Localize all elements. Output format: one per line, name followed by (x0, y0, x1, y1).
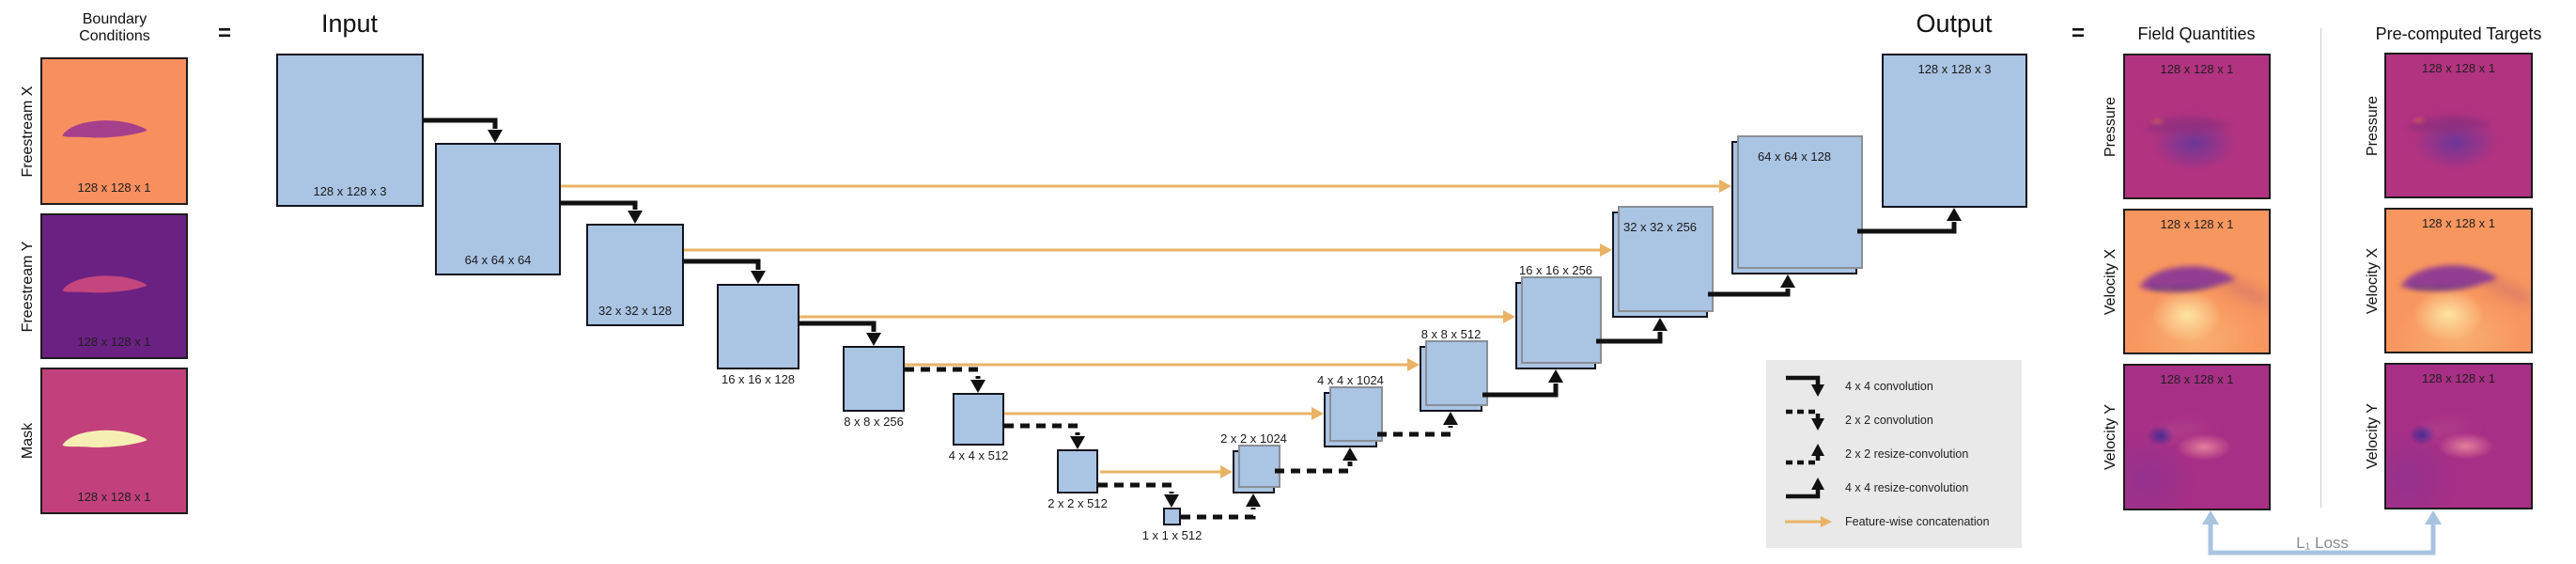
block-size-label: 32 x 32 x 256 (1622, 220, 1698, 234)
solid-down-arrow-icon (1786, 375, 1824, 397)
legend-label: 2 x 2 resize-convolution (1845, 447, 1969, 461)
output-title: Output (1916, 9, 1993, 38)
equals-sign-right: = (2071, 21, 2086, 46)
column-divider (2320, 28, 2321, 508)
unet-block-dec-8: 8 x 8 x 512 (1420, 327, 1482, 412)
legend-item: 2 x 2 resize-convolution (1783, 441, 2022, 467)
unet-block-enc-8: 8 x 8 x 256 (843, 346, 905, 429)
airfoil-shape (62, 275, 147, 293)
freestream-y-label: Freestream Y (20, 241, 36, 333)
block-size-label: 2 x 2 x 1024 (1220, 431, 1287, 446)
conv-2x2-arrows (905, 367, 1174, 494)
boundary-image-mask: 128 x 128 x 1 (40, 368, 188, 514)
velocity-y-label-field: Velocity Y (2103, 404, 2118, 470)
velocity-x-label-target: Velocity X (2365, 247, 2381, 315)
boundary-conditions-title: Boundary Conditions (79, 11, 150, 45)
velocity-y-label-target: Velocity Y (2365, 403, 2381, 469)
block-size-label: 2 x 2 x 512 (1047, 496, 1108, 510)
pressure-label-target: Pressure (2365, 95, 2381, 157)
block-size-label: 128 x 128 x 3 (1917, 62, 1992, 76)
block-size-label: 16 x 16 x 128 (721, 372, 796, 386)
unet-block-dec-64: 64 x 64 x 128 (1731, 141, 1857, 274)
legend-item: 2 x 2 convolution (1783, 407, 2022, 433)
mask-label: Mask (20, 422, 36, 460)
dashed-up-arrow-icon (1786, 444, 1824, 465)
block-size-label: 32 x 32 x 128 (597, 304, 673, 318)
legend-item: 4 x 4 convolution (1783, 373, 2022, 400)
block-size-label: 8 x 8 x 512 (1420, 327, 1482, 341)
boundary-image-freestream-y: 128 x 128 x 1 (40, 213, 188, 359)
field-image-velocity-x: 128 x 128 x 1 (2123, 209, 2271, 354)
unet-block-dec-2: 2 x 2 x 1024 (1220, 431, 1287, 494)
input-title: Input (320, 9, 379, 38)
boundary-title-line1: Boundary (82, 11, 147, 27)
image-size-label: 128 x 128 x 1 (77, 180, 151, 195)
block-size-label: 64 x 64 x 128 (1757, 149, 1832, 164)
dashed-down-arrow-icon (1786, 409, 1824, 431)
image-size-label: 128 x 128 x 1 (2160, 217, 2234, 231)
target-image-pressure: 128 x 128 x 1 (2384, 53, 2533, 198)
unet-block-enc-4: 4 x 4 x 512 (949, 393, 1008, 462)
airfoil-shape (2400, 265, 2531, 306)
unet-block-output: 128 x 128 x 3 (1882, 54, 2027, 208)
field-image-velocity-y: 128 x 128 x 1 (2123, 364, 2271, 510)
block-size-label: 64 x 64 x 64 (464, 253, 532, 267)
block-size-label: 8 x 8 x 256 (844, 415, 904, 429)
legend-label: 2 x 2 convolution (1845, 414, 1933, 427)
image-size-label: 128 x 128 x 1 (2421, 216, 2496, 230)
field-image-pressure: 128 x 128 x 1 (2123, 54, 2271, 199)
block-size-label: 4 x 4 x 512 (948, 448, 1009, 462)
image-size-label: 128 x 128 x 1 (2160, 372, 2234, 386)
unet-block-enc-16: 16 x 16 x 128 (717, 284, 799, 386)
unet-block-enc-2: 2 x 2 x 512 (1047, 449, 1108, 510)
image-size-label: 128 x 128 x 1 (2421, 61, 2496, 75)
airfoil-shape (2139, 266, 2269, 306)
image-size-label: 128 x 128 x 1 (2160, 62, 2234, 76)
airfoil-shape (2156, 425, 2214, 437)
target-image-velocity-y: 128 x 128 x 1 (2384, 363, 2533, 509)
freestream-x-label: Freestream X (20, 86, 36, 178)
image-size-label: 128 x 128 x 1 (2421, 371, 2496, 385)
boundary-image-freestream-x: 128 x 128 x 1 (40, 57, 188, 205)
airfoil-shape (62, 430, 147, 447)
block-size-label: 16 x 16 x 256 (1518, 263, 1593, 277)
block-size-label: 1 x 1 x 512 (1141, 528, 1203, 542)
unet-block-dec-32: 32 x 32 x 256 (1612, 212, 1708, 318)
unet-block-dec-4: 4 x 4 x 1024 (1317, 373, 1384, 447)
l1-loss-label: L₁ Loss (2296, 534, 2349, 552)
target-image-velocity-x: 128 x 128 x 1 (2384, 208, 2533, 353)
boundary-title-line2: Conditions (79, 28, 150, 44)
precomputed-targets-title: Pre-computed Targets (2375, 24, 2542, 43)
block-size-label: 128 x 128 x 3 (313, 184, 387, 198)
block-size-label: 4 x 4 x 1024 (1317, 373, 1384, 387)
velocity-x-label-field: Velocity X (2103, 248, 2118, 316)
orange-concat-arrow-icon (1785, 516, 1832, 527)
unet-block-bottleneck: 1 x 1 x 512 (1142, 508, 1202, 542)
legend-label: 4 x 4 resize-convolution (1845, 481, 1969, 494)
equals-sign-left: = (217, 21, 232, 46)
field-quantities-title: Field Quantities (2137, 24, 2256, 43)
airfoil-shape (2145, 116, 2229, 133)
airfoil-shape (62, 120, 147, 138)
unet-block-enc-64: 64 x 64 x 64 (435, 143, 561, 275)
legend: 4 x 4 convolution 2 x 2 convolution 2 x … (1766, 360, 2022, 548)
image-size-label: 128 x 128 x 1 (77, 490, 151, 504)
airfoil-shape (2417, 424, 2476, 436)
legend-item: 4 x 4 resize-convolution (1783, 475, 2022, 501)
image-size-label: 128 x 128 x 1 (77, 335, 151, 349)
legend-item: Feature-wise concatenation (1783, 509, 2022, 535)
airfoil-shape (2406, 115, 2491, 133)
solid-up-arrow-icon (1786, 478, 1824, 499)
legend-label: Feature-wise concatenation (1845, 515, 1990, 528)
unet-block-dec-16: 16 x 16 x 256 (1515, 263, 1596, 369)
legend-label: 4 x 4 convolution (1845, 380, 1933, 393)
pressure-label-field: Pressure (2103, 96, 2118, 158)
unet-block-enc-32: 32 x 32 x 128 (586, 224, 684, 326)
unet-block-input: 128 x 128 x 3 (276, 54, 424, 207)
